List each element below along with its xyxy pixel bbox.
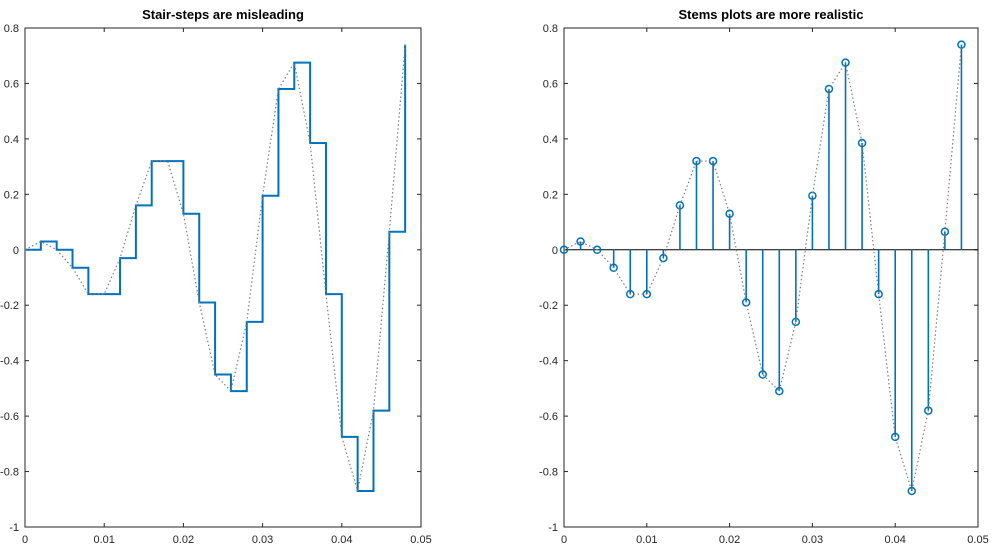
stem-marker (692, 156, 701, 166)
y-tick-label: -0.6 (0, 411, 19, 423)
stem-marker (592, 245, 602, 255)
y-tick-label: 0.2 (4, 189, 19, 201)
x-tick-label: 0.02 (173, 534, 194, 546)
y-tick-label: 0.8 (4, 23, 19, 35)
y-tick-label: -0.2 (539, 300, 558, 312)
chart-title: Stems plots are more realistic (679, 7, 864, 22)
x-tick-label: 0.05 (967, 534, 988, 546)
stem-marker (659, 253, 668, 263)
y-tick-label: 0 (13, 245, 19, 257)
stem-marker (576, 237, 585, 246)
stem-marker (841, 58, 850, 67)
stem-marker (857, 138, 867, 148)
stem-marker (642, 289, 652, 299)
y-tick-label: -0.8 (0, 467, 19, 479)
stem-marker (559, 245, 569, 255)
chart-stairs: Stair-steps are misleading 0 0.01 0.02 0.03… (0, 7, 432, 546)
stem-marker (741, 298, 751, 307)
y-tick-label: 0.4 (543, 134, 558, 146)
stem-marker (874, 289, 883, 299)
y-tick-label: 0.8 (543, 23, 558, 35)
y-tick-label: 0.2 (543, 189, 558, 201)
stem-marker (890, 432, 900, 442)
stem-marker (609, 263, 618, 273)
x-tick-label: 0.03 (252, 534, 273, 546)
y-tick-label: -0.6 (539, 411, 558, 423)
x-tick-label: 0.04 (884, 534, 905, 546)
stem-marker (824, 84, 834, 94)
y-tick-label: -0.4 (0, 356, 19, 368)
y-tick-label: 0.6 (543, 78, 558, 90)
y-tick-label: 0 (552, 245, 558, 257)
y-tick-label: 0.6 (4, 78, 19, 90)
y-tick-label: -1 (548, 522, 558, 534)
y-tick-label: -0.2 (0, 300, 19, 312)
stem-marker (758, 370, 767, 379)
stairs-line (25, 44, 407, 492)
stem-marker (907, 486, 917, 496)
x-tick-label: 0 (22, 534, 28, 546)
continuous-signal-line (563, 44, 963, 492)
stem-marker (675, 201, 685, 210)
y-tick-label: -0.4 (539, 356, 558, 368)
y-tick-label: -1 (9, 522, 19, 534)
x-tick-label: 0.02 (719, 534, 740, 546)
stem-marker (791, 317, 801, 327)
stem-marker (725, 209, 734, 218)
chart-stem: Stems plots are more realistic 0 0.01 0.02… (539, 7, 989, 546)
x-tick-label: 0.03 (802, 534, 823, 546)
y-tick-label: 0.4 (4, 134, 19, 146)
axes-box (24, 27, 422, 528)
stem-marker (775, 386, 784, 396)
x-tick-label: 0 (561, 534, 567, 546)
x-tick-label: 0.01 (636, 534, 657, 546)
y-tick-label: -0.8 (539, 467, 558, 479)
x-tick-label: 0.01 (93, 534, 114, 546)
chart-title: Stair-steps are misleading (142, 7, 304, 22)
axes-box (563, 27, 979, 528)
x-tick-label: 0.04 (331, 534, 352, 546)
x-tick-label: 0.05 (410, 534, 431, 546)
